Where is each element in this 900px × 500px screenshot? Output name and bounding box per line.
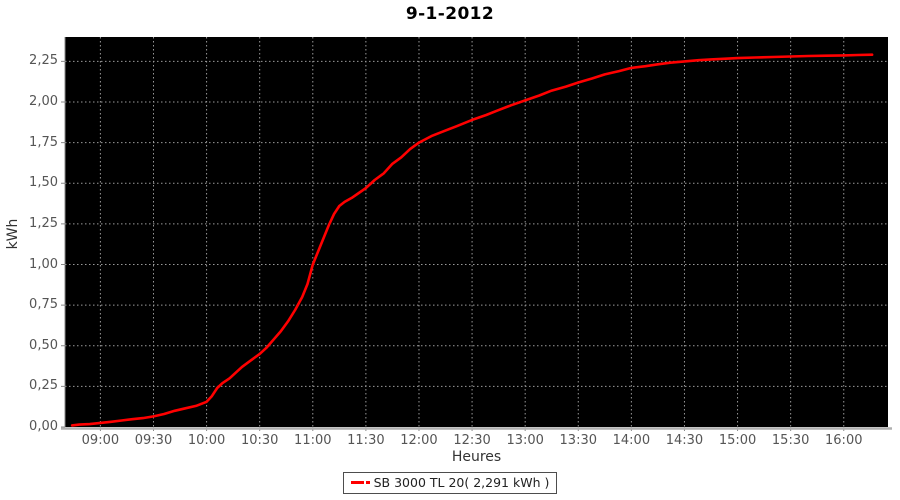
legend-line-swatch-dash bbox=[365, 481, 370, 484]
x-tick-label: 14:00 bbox=[612, 433, 651, 448]
y-tick-label: 0,75 bbox=[29, 297, 58, 313]
chart-title: 9-1-2012 bbox=[405, 4, 495, 24]
x-axis-title: Heures bbox=[451, 449, 502, 465]
legend-label: SB 3000 TL 20( 2,291 kWh ) bbox=[373, 475, 550, 490]
legend-box: SB 3000 TL 20( 2,291 kWh ) bbox=[342, 472, 558, 494]
y-tick-label: 1,50 bbox=[29, 175, 58, 191]
legend-line-swatch bbox=[350, 481, 364, 484]
x-tick-label: 13:30 bbox=[559, 433, 597, 448]
x-tick-label: 15:00 bbox=[718, 433, 757, 448]
x-tick-label: 12:30 bbox=[453, 433, 491, 448]
plot-background bbox=[65, 37, 888, 427]
y-tick-label: 2,00 bbox=[29, 94, 58, 109]
y-tick-label: 2,25 bbox=[29, 53, 58, 69]
x-tick-label: 14:30 bbox=[665, 433, 704, 448]
x-tick-label: 09:00 bbox=[81, 433, 120, 448]
y-tick-label: 1,75 bbox=[29, 134, 58, 150]
x-tick-label: 16:00 bbox=[825, 433, 863, 448]
y-axis-title: kWh bbox=[5, 218, 21, 250]
y-tick-label: 0,00 bbox=[29, 419, 58, 434]
x-tick-label: 10:00 bbox=[187, 433, 226, 448]
y-tick-label: 0,25 bbox=[29, 378, 58, 394]
y-tick-label: 1,00 bbox=[29, 256, 58, 272]
x-tick-label: 15:30 bbox=[771, 433, 810, 448]
x-tick-label: 12:00 bbox=[400, 433, 438, 448]
legend: SB 3000 TL 20( 2,291 kWh ) bbox=[0, 472, 900, 494]
y-tick-label: 1,25 bbox=[29, 215, 58, 231]
y-tick-label: 0,50 bbox=[29, 337, 58, 353]
x-tick-label: 11:00 bbox=[294, 433, 332, 448]
x-tick-label: 09:30 bbox=[134, 433, 173, 448]
x-tick-label: 13:00 bbox=[506, 433, 544, 448]
x-tick-label: 11:30 bbox=[347, 433, 385, 448]
series-line bbox=[70, 53, 874, 427]
x-tick-label: 10:30 bbox=[240, 433, 279, 448]
